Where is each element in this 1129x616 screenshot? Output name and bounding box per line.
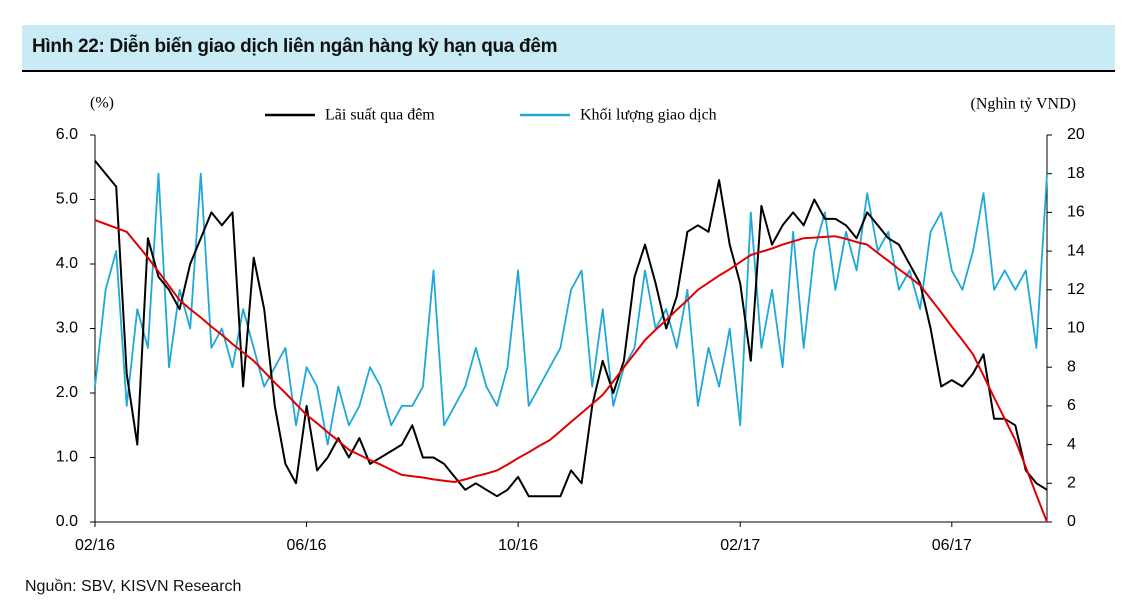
y2-tick-label: 18 (1067, 165, 1085, 182)
y-tick-label: 6.0 (56, 126, 78, 143)
y-tick-label: 1.0 (56, 449, 78, 466)
y2-tick-label: 4 (1067, 436, 1076, 453)
source: Nguồn: SBV, KISVN Research (25, 578, 242, 595)
y-tick-label: 0.0 (56, 513, 78, 530)
y-tick-label: 3.0 (56, 320, 78, 337)
legend-label: Lãi suất qua đêm (325, 107, 435, 124)
y2-axis-label: (Nghìn tỷ VND) (971, 96, 1076, 113)
legend-label: Khối lượng giao dịch (580, 107, 717, 124)
y-tick-label: 4.0 (56, 255, 78, 272)
x-tick-label: 06/17 (932, 537, 972, 554)
y2-tick-label: 10 (1067, 320, 1085, 337)
x-tick-label: 02/16 (75, 537, 115, 554)
y2-tick-label: 0 (1067, 513, 1076, 530)
header: Hình 22: Diễn biến giao dịch liên ngân h… (22, 25, 1115, 72)
trend-line (94, 219, 1048, 523)
chart-title: Hình 22: Diễn biến giao dịch liên ngân h… (32, 36, 558, 57)
x-tick-label: 02/17 (720, 537, 760, 554)
y2-tick-label: 6 (1067, 397, 1076, 414)
series-line (94, 172, 1048, 446)
y2-tick-label: 2 (1067, 475, 1076, 492)
y2-tick-label: 14 (1067, 242, 1085, 259)
x-tick-label: 06/16 (287, 537, 327, 554)
y-tick-label: 2.0 (56, 384, 78, 401)
y2-tick-label: 12 (1067, 281, 1085, 298)
y2-tick-label: 8 (1067, 358, 1076, 375)
series-line (94, 160, 1048, 498)
y2-tick-label: 16 (1067, 204, 1085, 221)
x-tick-label: 10/16 (498, 537, 538, 554)
y-tick-label: 5.0 (56, 191, 78, 208)
y2-tick-label: 20 (1067, 126, 1085, 143)
y-axis-label: (%) (90, 95, 114, 112)
